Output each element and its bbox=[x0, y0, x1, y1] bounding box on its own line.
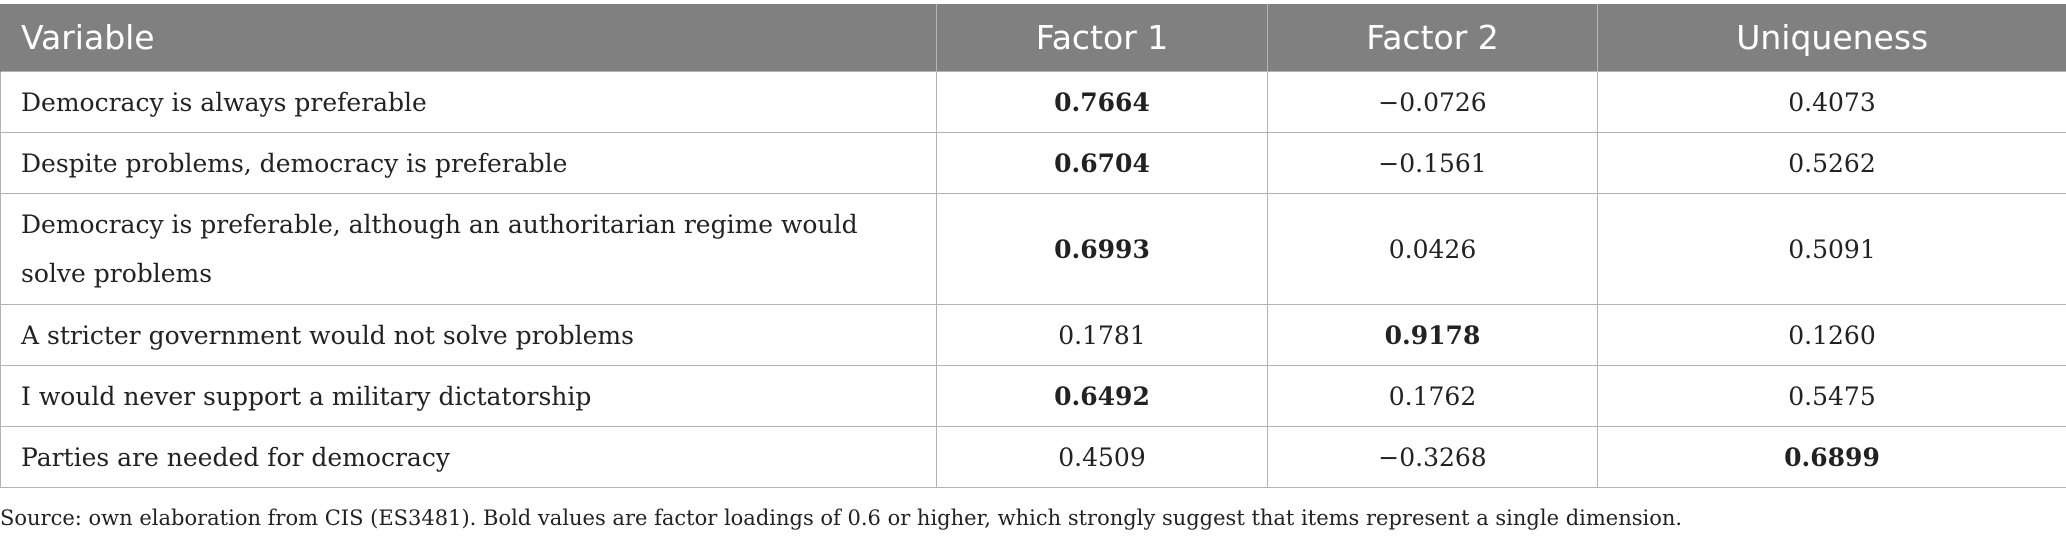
table-body: Democracy is always preferable 0.7664 −0… bbox=[0, 71, 2066, 488]
factor-2-cell: 0.9178 bbox=[1267, 304, 1598, 366]
variable-cell: Parties are needed for democracy bbox=[0, 426, 937, 488]
table-row: Democracy is always preferable 0.7664 −0… bbox=[0, 71, 2066, 133]
table-row: Parties are needed for democracy 0.4509 … bbox=[0, 426, 2066, 488]
factor-1-cell: 0.7664 bbox=[936, 71, 1268, 133]
uniqueness-cell: 0.4073 bbox=[1597, 71, 2066, 133]
factor-1-cell: 0.1781 bbox=[936, 304, 1268, 366]
table-row: A stricter government would not solve pr… bbox=[0, 304, 2066, 366]
factor-loadings-table: Variable Factor 1 Factor 2 Uniqueness De… bbox=[0, 4, 2066, 488]
factor-2-cell: −0.0726 bbox=[1267, 71, 1598, 133]
factor-2-cell: −0.1561 bbox=[1267, 132, 1598, 194]
variable-cell: Despite problems, democracy is preferabl… bbox=[0, 132, 937, 194]
variable-cell: I would never support a military dictato… bbox=[0, 365, 937, 427]
factor-2-cell: −0.3268 bbox=[1267, 426, 1598, 488]
header-factor-1: Factor 1 bbox=[936, 4, 1268, 72]
header-factor-2: Factor 2 bbox=[1267, 4, 1598, 72]
uniqueness-cell: 0.5091 bbox=[1597, 193, 2066, 305]
table-row: I would never support a military dictato… bbox=[0, 365, 2066, 427]
header-uniqueness: Uniqueness bbox=[1597, 4, 2066, 72]
uniqueness-cell: 0.1260 bbox=[1597, 304, 2066, 366]
factor-2-cell: 0.0426 bbox=[1267, 193, 1598, 305]
uniqueness-cell: 0.6899 bbox=[1597, 426, 2066, 488]
uniqueness-cell: 0.5475 bbox=[1597, 365, 2066, 427]
table-source-note: Source: own elaboration from CIS (ES3481… bbox=[0, 506, 1683, 530]
variable-cell: Democracy is always preferable bbox=[0, 71, 937, 133]
factor-1-cell: 0.6704 bbox=[936, 132, 1268, 194]
table-row: Despite problems, democracy is preferabl… bbox=[0, 132, 2066, 194]
variable-cell: Democracy is preferable, although an aut… bbox=[0, 193, 937, 305]
factor-1-cell: 0.6993 bbox=[936, 193, 1268, 305]
table-header: Variable Factor 1 Factor 2 Uniqueness bbox=[0, 4, 2066, 72]
header-row: Variable Factor 1 Factor 2 Uniqueness bbox=[0, 4, 2066, 72]
factor-loadings-table-container: Variable Factor 1 Factor 2 Uniqueness De… bbox=[0, 4, 2066, 488]
header-variable: Variable bbox=[0, 4, 937, 72]
factor-1-cell: 0.4509 bbox=[936, 426, 1268, 488]
factor-2-cell: 0.1762 bbox=[1267, 365, 1598, 427]
uniqueness-cell: 0.5262 bbox=[1597, 132, 2066, 194]
table-row: Democracy is preferable, although an aut… bbox=[0, 193, 2066, 305]
factor-1-cell: 0.6492 bbox=[936, 365, 1268, 427]
variable-cell: A stricter government would not solve pr… bbox=[0, 304, 937, 366]
